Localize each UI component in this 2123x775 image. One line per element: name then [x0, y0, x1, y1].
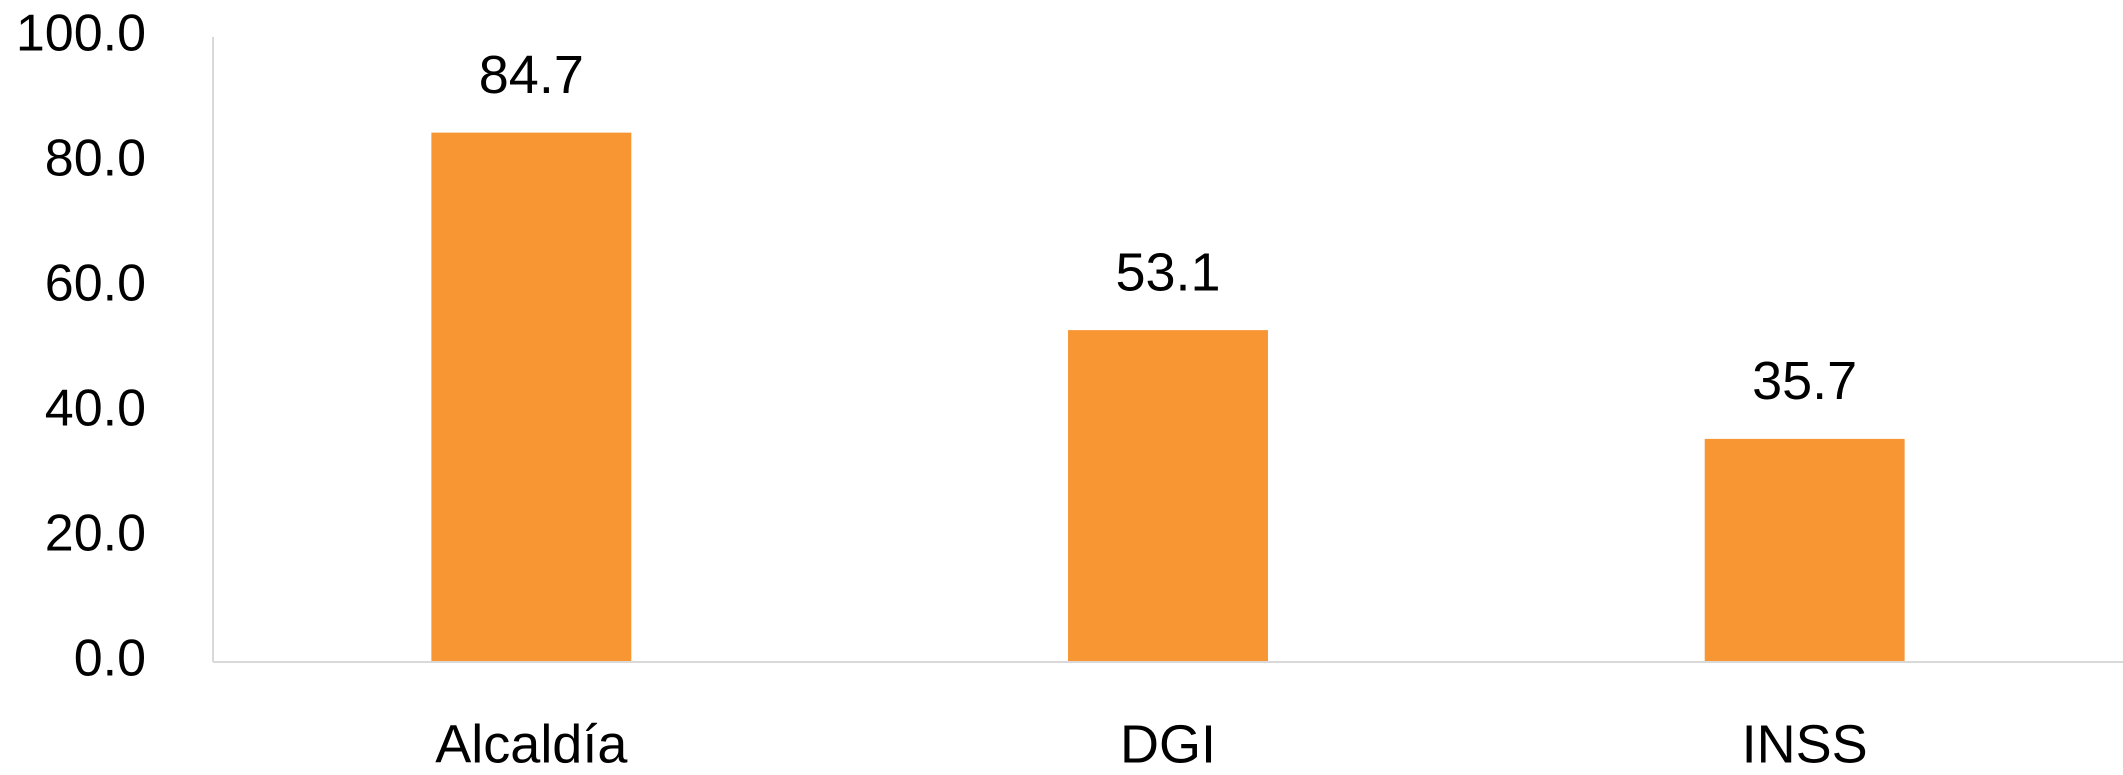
y-tick-label: 40.0	[45, 380, 146, 438]
x-tick-label: INSS	[1742, 714, 1868, 774]
y-tick-label: 0.0	[74, 630, 146, 688]
y-tick-label: 60.0	[45, 255, 146, 313]
x-tick-label: DGI	[1120, 714, 1216, 774]
y-tick-label: 100.0	[16, 5, 146, 63]
data-label: 84.7	[479, 45, 584, 105]
bar	[431, 132, 632, 662]
data-label: 53.1	[1115, 242, 1220, 302]
y-tick-label: 20.0	[45, 505, 146, 563]
data-label: 35.7	[1752, 351, 1857, 411]
y-tick-label: 80.0	[45, 130, 146, 188]
bar	[1704, 438, 1905, 662]
bar	[1068, 330, 1268, 662]
x-tick-label: Alcaldía	[435, 714, 628, 774]
